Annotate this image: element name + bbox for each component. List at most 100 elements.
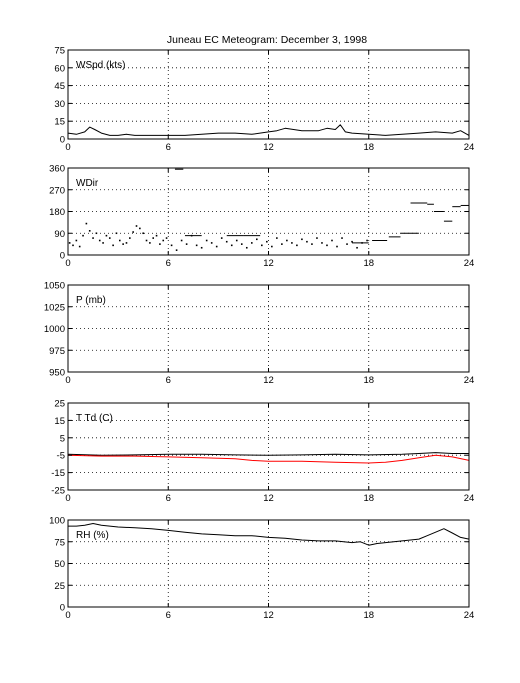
data-point [135, 225, 138, 227]
data-point [118, 239, 121, 242]
data-point [261, 244, 263, 247]
x-tick-label: 12 [263, 142, 274, 153]
y-tick-label: 60 [54, 63, 65, 74]
y-tick-label: 15 [54, 416, 65, 427]
x-tick-label: 6 [166, 142, 171, 153]
data-point [170, 244, 173, 247]
panel-pressure: 0 6 12 18 24 950 975 1000 1025 1050 P (mb) [44, 281, 474, 387]
y-tick-label: 270 [49, 185, 65, 196]
data-point [291, 242, 293, 244]
data-point [125, 242, 128, 244]
x-tick-label: 12 [263, 493, 274, 504]
data-point [245, 246, 248, 249]
data-point [92, 237, 94, 239]
data-point [200, 246, 203, 249]
y-tick-label: 75 [54, 537, 65, 548]
data-point [321, 242, 323, 244]
data-point [331, 239, 333, 242]
x-tick-label: 0 [65, 610, 70, 621]
panel-label: P (mb) [76, 295, 106, 306]
data-point [256, 238, 258, 241]
y-tick-label: 90 [54, 229, 65, 240]
data-point [105, 234, 108, 237]
x-tick-label: 0 [65, 375, 70, 386]
data-point [132, 231, 134, 233]
y-tick-label: 0 [60, 135, 65, 146]
data-point [250, 242, 253, 244]
y-tick-label: 100 [49, 516, 65, 527]
data-point [145, 239, 148, 242]
data-point [175, 249, 178, 251]
y-tick-label: 45 [54, 81, 65, 92]
x-tick-label: 6 [166, 375, 171, 386]
x-tick-label: 6 [166, 258, 171, 269]
panel-wdir: 0 6 12 18 24 0 90 180 270 360 WDir [49, 164, 474, 270]
data-point [165, 237, 168, 239]
x-tick-label: 0 [65, 493, 70, 504]
x-tick-label: 12 [263, 375, 274, 386]
x-tick-label: 6 [166, 610, 171, 621]
data-point [122, 243, 124, 245]
figure-title: Juneau EC Meteogram: December 3, 1998 [167, 34, 367, 46]
data-point [78, 245, 81, 248]
panel-label: RH (%) [76, 530, 109, 541]
panel-label: WSpd (kts) [76, 60, 125, 71]
data-point [115, 232, 118, 235]
data-point [152, 237, 155, 239]
y-tick-label: 1050 [44, 281, 65, 292]
data-point [366, 239, 368, 242]
data-point [316, 237, 318, 239]
y-tick-label: -15 [51, 468, 65, 479]
panel-rh: 0 6 12 18 24 0 25 50 75 100 RH (%) [49, 516, 474, 622]
plot-frame [67, 402, 470, 491]
series-line-0 [67, 452, 469, 456]
data-point [356, 246, 358, 249]
data-point [230, 244, 233, 247]
y-tick-label: 975 [49, 346, 65, 357]
x-tick-label: 12 [263, 610, 274, 621]
x-tick-label: 12 [263, 258, 274, 269]
panel-label: WDir [76, 178, 99, 189]
data-point [102, 242, 104, 244]
y-tick-label: 50 [54, 559, 65, 570]
x-tick-label: 24 [464, 258, 475, 269]
y-tick-label: 15 [54, 117, 65, 128]
data-point [72, 244, 74, 247]
data-point [108, 237, 111, 239]
series-line-0 [68, 523, 470, 546]
data-point [149, 242, 151, 244]
y-tick-label: 950 [49, 368, 65, 379]
data-point [142, 232, 144, 235]
data-point [306, 240, 308, 243]
y-tick-label: 0 [60, 603, 65, 614]
x-tick-label: 0 [65, 142, 70, 153]
data-point [155, 234, 158, 237]
data-point [351, 240, 353, 243]
data-point [205, 239, 208, 242]
x-tick-label: 24 [464, 610, 475, 621]
data-point [129, 237, 131, 239]
data-point [162, 239, 165, 242]
x-tick-label: 18 [363, 610, 374, 621]
y-tick-label: 1000 [44, 324, 65, 335]
y-tick-label: 5 [60, 433, 65, 444]
x-tick-label: 0 [65, 258, 70, 269]
data-point [215, 245, 218, 248]
data-point [235, 239, 238, 242]
data-point [286, 239, 288, 242]
data-point [75, 239, 78, 242]
data-point [88, 230, 91, 232]
panel-temp: 0 6 12 18 24 -25 -15 -5 5 15 25 T Td (C) [51, 399, 474, 505]
y-tick-label: -25 [51, 486, 65, 497]
data-point [336, 245, 338, 248]
y-tick-label: 360 [49, 164, 65, 175]
data-point [210, 242, 213, 244]
data-point [346, 243, 348, 245]
x-tick-label: 18 [363, 142, 374, 153]
data-point [341, 237, 343, 239]
data-point [220, 237, 223, 239]
data-point [296, 244, 298, 247]
x-tick-label: 18 [363, 375, 374, 386]
y-tick-label: 25 [54, 399, 65, 410]
